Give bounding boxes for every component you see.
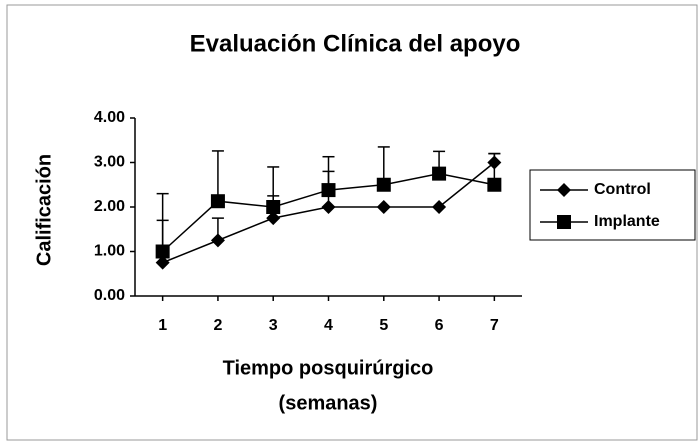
- diamond-marker: [321, 200, 336, 214]
- x-tick-label: 2: [213, 317, 222, 334]
- y-tick-label: 1.00: [94, 243, 125, 260]
- x-tick-label: 1: [158, 317, 167, 334]
- y-axis-label: Calificación: [33, 154, 55, 266]
- x-axis-label: (semanas): [279, 392, 378, 414]
- y-tick-label: 0.00: [94, 287, 125, 304]
- chart-title: Evaluación Clínica del apoyo: [190, 30, 521, 57]
- square-marker: [557, 215, 571, 229]
- legend-label: Control: [594, 181, 651, 198]
- square-marker: [376, 177, 391, 192]
- y-tick-label: 4.00: [94, 109, 125, 126]
- y-tick-label: 2.00: [94, 198, 125, 215]
- square-marker: [432, 166, 447, 181]
- square-marker: [321, 183, 336, 198]
- diamond-marker: [376, 200, 391, 214]
- x-tick-label: 3: [269, 317, 278, 334]
- legend-label: Implante: [594, 213, 660, 230]
- square-marker: [487, 177, 502, 192]
- diamond-marker: [155, 255, 170, 270]
- x-tick-label: 7: [490, 317, 499, 334]
- diamond-marker: [210, 233, 225, 248]
- x-axis-label: Tiempo posquirúrgico: [223, 357, 434, 379]
- square-marker: [155, 244, 170, 259]
- square-marker: [210, 194, 225, 209]
- x-tick-label: 6: [435, 317, 444, 334]
- diamond-marker: [432, 200, 447, 214]
- diamond-marker: [557, 183, 571, 197]
- diamond-marker: [266, 211, 281, 226]
- square-marker: [266, 200, 281, 214]
- x-tick-label: 4: [324, 317, 333, 334]
- y-tick-label: 3.00: [94, 154, 125, 171]
- x-tick-label: 5: [379, 317, 388, 334]
